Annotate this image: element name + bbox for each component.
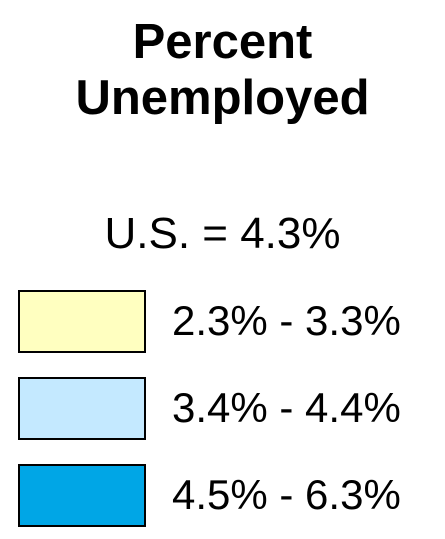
legend-item: 4.5% - 6.3% <box>18 464 438 527</box>
legend-label: 2.3% - 3.3% <box>172 297 401 344</box>
legend-item: 3.4% - 4.4% <box>18 377 438 440</box>
legend-swatch <box>18 464 146 527</box>
legend-subtitle: U.S. = 4.3% <box>104 209 341 258</box>
legend-label: 3.4% - 4.4% <box>172 384 401 431</box>
legend-label: 4.5% - 6.3% <box>172 471 401 518</box>
legend-title: Percent Unemployed <box>75 15 370 125</box>
legend-item: 2.3% - 3.3% <box>18 290 438 353</box>
legend-swatch <box>18 290 146 353</box>
legend-swatch <box>18 377 146 440</box>
